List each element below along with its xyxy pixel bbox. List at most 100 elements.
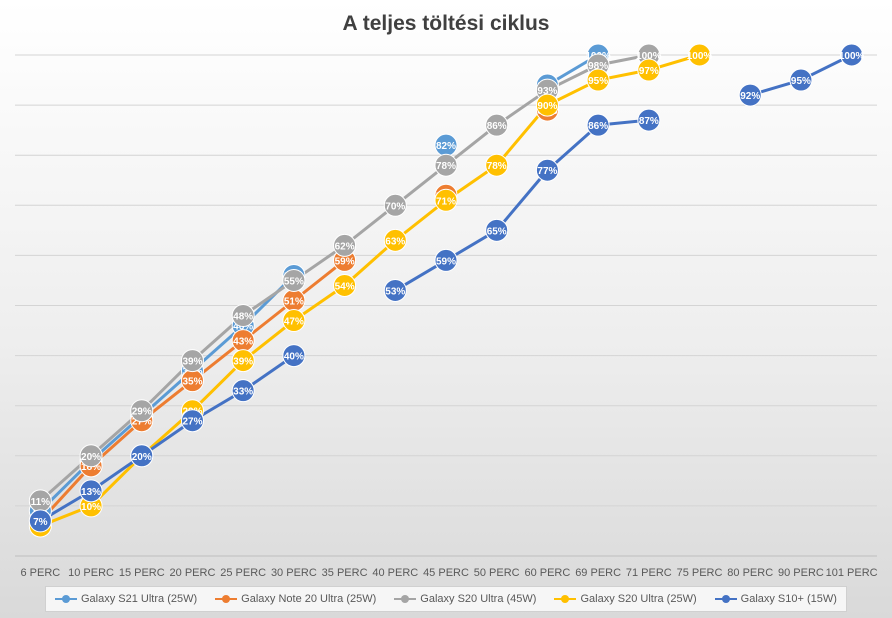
data-label: 93% bbox=[537, 86, 557, 97]
data-label: 55% bbox=[284, 276, 304, 287]
data-label: 100% bbox=[839, 51, 865, 62]
data-point bbox=[231, 379, 255, 403]
data-point bbox=[586, 68, 610, 92]
legend-item: Galaxy S21 Ultra (25W) bbox=[55, 593, 197, 605]
data-label: 35% bbox=[182, 377, 202, 388]
data-point bbox=[79, 444, 103, 468]
x-tick-label: 69 PERC bbox=[575, 567, 621, 579]
data-label: 63% bbox=[385, 236, 405, 247]
data-point bbox=[282, 268, 306, 292]
legend-item: Galaxy Note 20 Ultra (25W) bbox=[215, 593, 376, 605]
x-tick-label: 40 PERC bbox=[372, 567, 418, 579]
series-line-segment bbox=[495, 168, 549, 232]
data-point bbox=[333, 273, 357, 297]
x-tick-label: 25 PERC bbox=[220, 567, 266, 579]
data-point bbox=[840, 43, 864, 67]
data-point bbox=[434, 188, 458, 212]
data-label: 65% bbox=[487, 226, 507, 237]
legend-label: Galaxy Note 20 Ultra (25W) bbox=[241, 593, 377, 605]
data-label: 7% bbox=[33, 517, 48, 528]
data-point bbox=[434, 248, 458, 272]
series-5 bbox=[38, 53, 854, 523]
data-label: 87% bbox=[639, 116, 659, 127]
data-point bbox=[28, 509, 52, 533]
data-label: 10% bbox=[81, 502, 101, 513]
data-label: 100% bbox=[636, 51, 662, 62]
legend-label: Galaxy S20 Ultra (45W) bbox=[420, 593, 537, 605]
data-point bbox=[231, 304, 255, 328]
x-tick-label: 45 PERC bbox=[423, 567, 469, 579]
data-point bbox=[637, 58, 661, 82]
legend-swatch bbox=[714, 594, 737, 604]
data-point bbox=[180, 349, 204, 373]
x-tick-label: 6 PERC bbox=[20, 567, 60, 579]
data-label: 62% bbox=[335, 241, 355, 252]
x-tick-label: 90 PERC bbox=[778, 567, 824, 579]
data-label: 20% bbox=[81, 452, 101, 463]
series-line-segment bbox=[190, 359, 245, 413]
series-1-points: 9%19%28%37%46%56%82%94%100% bbox=[28, 43, 611, 523]
legend-item: Galaxy S20 Ultra (45W) bbox=[394, 593, 536, 605]
data-label: 54% bbox=[335, 281, 355, 292]
data-point bbox=[383, 278, 407, 302]
data-point bbox=[738, 83, 762, 107]
data-label: 92% bbox=[740, 91, 760, 102]
data-point bbox=[688, 43, 712, 67]
legend: Galaxy S21 Ultra (25W) Galaxy Note 20 Ult… bbox=[45, 586, 847, 612]
data-label: 78% bbox=[487, 161, 507, 172]
data-label: 40% bbox=[284, 352, 304, 363]
data-label: 86% bbox=[588, 121, 608, 132]
data-point bbox=[130, 399, 154, 423]
data-point bbox=[485, 153, 509, 177]
legend-item: Galaxy S20 Ultra (25W) bbox=[554, 593, 697, 605]
data-label: 98% bbox=[588, 61, 608, 72]
data-label: 29% bbox=[132, 407, 152, 418]
x-tick-label: 15 PERC bbox=[119, 567, 165, 579]
data-point bbox=[535, 158, 559, 182]
chart-title: A teljes töltési ciklus bbox=[342, 12, 550, 35]
data-point bbox=[231, 349, 255, 373]
data-label: 18% bbox=[81, 462, 101, 473]
data-label: 46% bbox=[233, 322, 253, 333]
data-label: 59% bbox=[436, 256, 456, 267]
data-point bbox=[485, 113, 509, 137]
x-tick-label: 60 PERC bbox=[524, 567, 570, 579]
legend-item: Galaxy S10+ (15W) bbox=[714, 593, 837, 605]
x-tick-label: 30 PERC bbox=[271, 567, 317, 579]
data-point bbox=[79, 479, 103, 503]
data-point bbox=[282, 344, 306, 368]
series-5-points: 7% 13% 20% 27% 33% 40% 53% 59% 65% 77% 86% 87% 92% 95… bbox=[28, 43, 865, 533]
data-point bbox=[789, 68, 813, 92]
x-tick-label: 80 PERC bbox=[727, 567, 773, 579]
data-label: 82% bbox=[436, 141, 456, 152]
x-tick-label: 71 PERC bbox=[626, 567, 672, 579]
legend-label: Galaxy S10+ (15W) bbox=[740, 593, 837, 605]
data-label: 95% bbox=[791, 76, 811, 87]
data-point bbox=[434, 153, 458, 177]
data-label: 70% bbox=[385, 201, 405, 212]
data-label: 86% bbox=[487, 121, 507, 132]
data-label: 20% bbox=[132, 452, 152, 463]
data-label: 39% bbox=[233, 357, 253, 368]
data-label: 90% bbox=[537, 101, 557, 112]
data-label: 78% bbox=[436, 161, 456, 172]
data-point bbox=[383, 193, 407, 217]
x-tick-label: 50 PERC bbox=[474, 567, 520, 579]
data-label: 59% bbox=[335, 256, 355, 267]
data-point bbox=[333, 233, 357, 257]
data-point bbox=[535, 93, 559, 117]
data-label: 51% bbox=[284, 296, 304, 307]
x-tick-label: 20 PERC bbox=[170, 567, 216, 579]
data-point bbox=[485, 218, 509, 242]
legend-swatch bbox=[215, 594, 238, 604]
legend-label: Galaxy S20 Ultra (25W) bbox=[580, 593, 697, 605]
legend-label: Galaxy S21 Ultra (25W) bbox=[81, 593, 198, 605]
data-point bbox=[180, 409, 204, 433]
data-label: 13% bbox=[81, 487, 101, 498]
data-point bbox=[282, 309, 306, 333]
data-label: 97% bbox=[639, 66, 659, 77]
legend-swatch bbox=[394, 594, 417, 604]
data-label: 27% bbox=[132, 417, 152, 428]
